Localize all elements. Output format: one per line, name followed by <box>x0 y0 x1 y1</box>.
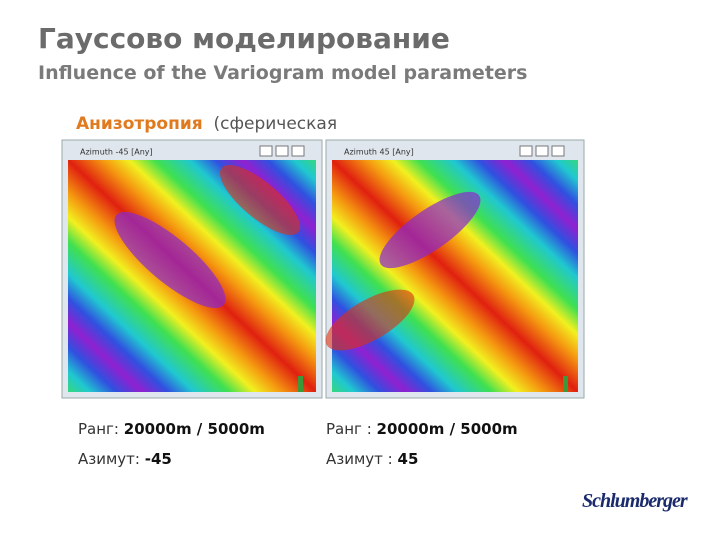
azimuth-label: Азимут: <box>78 450 140 468</box>
title: Гауссово моделирование <box>38 22 450 55</box>
range-value: 20000m / 5000m <box>123 420 265 438</box>
heading-rest: (сферическая <box>213 114 338 134</box>
caption-right: Ранг : 20000m / 5000m Азимут : 45 <box>326 418 606 470</box>
logo: Schlumberger <box>582 490 688 512</box>
heading-bold: Анизотропия <box>76 114 203 134</box>
range-value: 20000m / 5000m <box>376 420 518 438</box>
window-title: Azimuth 45 [Any] <box>344 148 414 157</box>
window-left <box>61 139 323 399</box>
window-right <box>325 139 585 399</box>
section-heading: Анизотропия (сферическая <box>76 114 337 134</box>
caption-left: Ранг: 20000m / 5000m Азимут: -45 <box>78 418 278 470</box>
azimuth-value: 45 <box>397 450 419 468</box>
subtitle: Influence of the Variogram model paramet… <box>38 62 528 84</box>
azimuth-label: Азимут : <box>326 450 393 468</box>
azimuth-value: -45 <box>144 450 172 468</box>
range-label: Ранг : <box>326 420 372 438</box>
window-title: Azimuth -45 [Any] <box>80 148 153 157</box>
range-label: Ранг: <box>78 420 119 438</box>
